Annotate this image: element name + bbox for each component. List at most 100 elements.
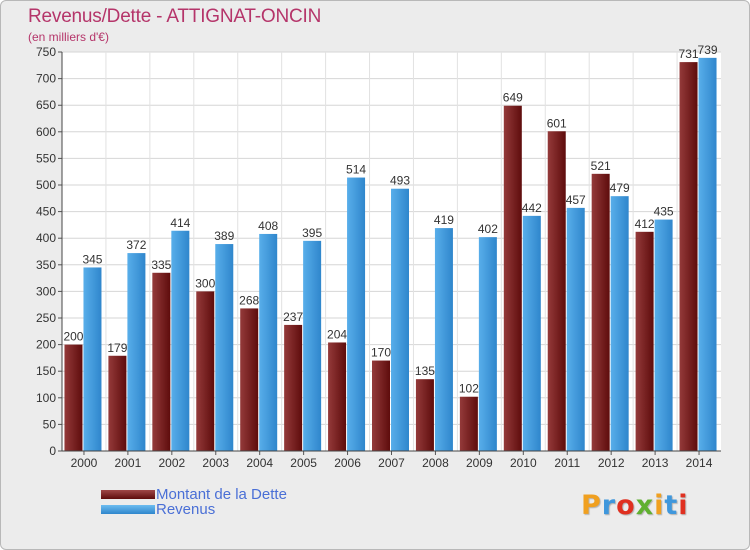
value-label-revenus-2007: 493 [390,174,410,188]
bar-dette-2009 [459,396,478,451]
value-label-dette-2011: 601 [547,116,567,130]
proxiti-logo: Proxiti [581,490,689,521]
x-tick-label: 2007 [378,456,405,470]
value-label-revenus-2011: 457 [566,193,586,207]
bar-revenus-2000 [83,267,102,451]
value-label-dette-2004: 268 [239,293,259,307]
bar-dette-2003 [196,291,215,451]
bar-revenus-2010 [522,215,541,451]
value-labels: 200 345 179 372 335 414 300 389 268 408 237 395 204 5… [63,43,717,396]
logo-letter: x [635,490,655,521]
y-tick-label: 150 [36,364,56,378]
y-tick-label: 0 [49,444,56,458]
value-label-revenus-2008: 419 [434,213,454,227]
bar-revenus-2012 [610,196,629,451]
bar-revenus-2003 [215,244,234,451]
value-label-dette-2002: 335 [151,258,171,272]
bar-dette-2008 [415,379,434,451]
y-tick-label: 350 [36,258,56,272]
value-label-dette-2000: 200 [63,330,83,344]
x-tick-label: 2013 [642,456,669,470]
y-tick-label: 200 [36,338,56,352]
value-label-revenus-2004: 408 [258,219,278,233]
value-label-revenus-2010: 442 [522,201,542,215]
axes: 0 50 100 150 200 250 300 350 400 450 500 550 600 650 7… [36,45,721,470]
value-label-dette-2006: 204 [327,327,347,341]
x-tick-label: 2010 [510,456,537,470]
bar-dette-2006 [328,342,347,451]
x-tick-label: 2000 [71,456,98,470]
bar-revenus-2007 [391,188,409,451]
y-tick-label: 700 [36,72,56,86]
bar-dette-2010 [503,105,522,452]
bar-revenus-2004 [259,233,278,451]
bar-dette-2014 [679,62,698,451]
value-label-dette-2005: 237 [283,310,303,324]
logo-letter: P [581,490,602,521]
x-tick-label: 2008 [422,456,449,470]
logo-letter: r [601,490,617,521]
bar-dette-2007 [372,360,390,451]
logo-letter: i [654,490,665,521]
legend-label-dette: Montant de la Dette [156,486,287,503]
y-tick-label: 500 [36,178,56,192]
x-tick-label: 2005 [290,456,317,470]
y-tick-label: 100 [36,391,56,405]
value-label-revenus-2003: 389 [214,229,234,243]
bar-dette-2000 [64,344,83,451]
value-label-dette-2003: 300 [195,276,215,290]
x-tick-label: 2006 [334,456,361,470]
value-label-dette-2010: 649 [503,91,523,105]
bar-revenus-2001 [127,253,146,451]
x-tick-label: 2012 [598,456,625,470]
value-label-revenus-2002: 414 [170,216,190,230]
value-label-dette-2009: 102 [459,382,479,396]
legend-label-revenus: Revenus [156,501,216,518]
x-tick-label: 2011 [554,456,580,470]
x-tick-label: 2002 [158,456,185,470]
value-label-revenus-2005: 395 [302,226,322,240]
value-label-dette-2013: 412 [635,217,655,231]
y-tick-label: 450 [36,205,56,219]
x-tick-label: 2009 [466,456,493,470]
y-tick-label: 400 [36,231,56,245]
x-tick-label: 2003 [202,456,229,470]
y-tick-label: 300 [36,284,56,298]
bar-revenus-2008 [434,228,453,451]
bar-revenus-2009 [478,237,497,451]
bar-dette-2002 [152,272,171,451]
bar-revenus-2005 [303,240,322,451]
bar-dette-2012 [591,173,610,451]
value-label-revenus-2000: 345 [82,252,102,266]
y-tick-label: 550 [36,151,56,165]
bar-dette-2011 [547,131,566,451]
value-label-revenus-2012: 479 [610,181,630,195]
y-tick-label: 750 [36,45,56,59]
value-label-dette-2012: 521 [591,159,611,173]
chart-title: Revenus/Dette - ATTIGNAT-ONCIN [28,6,322,27]
value-label-revenus-2014: 739 [698,43,718,57]
logo-letter: t [664,490,679,521]
bar-revenus-2006 [347,177,366,451]
y-tick-label: 600 [36,125,56,139]
value-label-dette-2014: 731 [679,47,699,61]
x-tick-label: 2004 [246,456,273,470]
value-label-dette-2007: 170 [371,346,391,360]
bars [64,57,717,452]
y-tick-label: 250 [36,311,56,325]
bar-dette-2005 [284,324,303,451]
bar-dette-2004 [240,308,259,451]
x-tick-label: 2001 [115,456,142,470]
legend-swatch-revenus [101,505,155,514]
value-label-revenus-2001: 372 [126,238,146,252]
y-tick-label: 50 [43,417,57,431]
bar-dette-2001 [108,355,127,451]
bar-revenus-2014 [698,57,717,452]
bar-revenus-2011 [566,207,585,451]
bar-dette-2013 [635,231,654,451]
logo-letter: o [616,490,636,521]
value-label-revenus-2013: 435 [654,205,674,219]
x-tick-label: 2014 [686,456,713,470]
chart-subtitle: (en milliers d'€) [28,30,109,44]
